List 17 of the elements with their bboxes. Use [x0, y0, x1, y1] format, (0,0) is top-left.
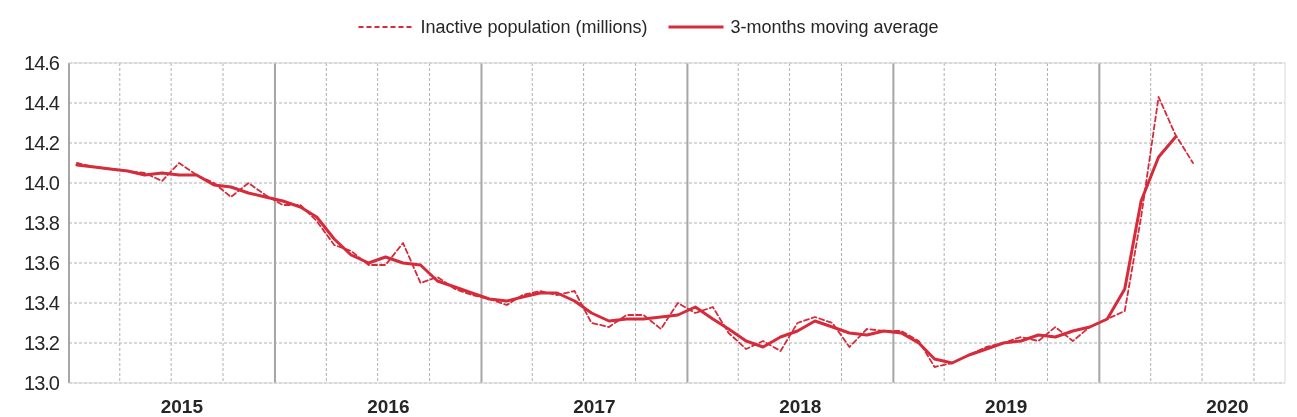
y-tick-label: 13.0: [24, 372, 60, 394]
x-tick-label: 2020: [1206, 396, 1249, 417]
y-tick-label: 14.2: [24, 132, 60, 154]
x-tick-label: 2018: [779, 396, 822, 417]
y-tick-label: 13.2: [24, 332, 60, 354]
y-tick-label: 13.8: [24, 212, 60, 234]
y-tick-label: 14.4: [24, 92, 60, 114]
legend-label: 3-months moving average: [730, 17, 939, 38]
x-tick-label: 2017: [573, 396, 616, 417]
y-tick-label: 13.6: [24, 252, 60, 274]
x-tick-label: 2019: [985, 396, 1028, 417]
y-tick-label: 13.4: [24, 292, 60, 314]
x-tick-label: 2015: [160, 396, 204, 417]
legend-label: Inactive population (millions): [420, 17, 648, 38]
y-tick-label: 14.6: [24, 52, 60, 74]
y-tick-label: 14.0: [24, 172, 60, 194]
x-tick-label: 2016: [367, 396, 410, 417]
